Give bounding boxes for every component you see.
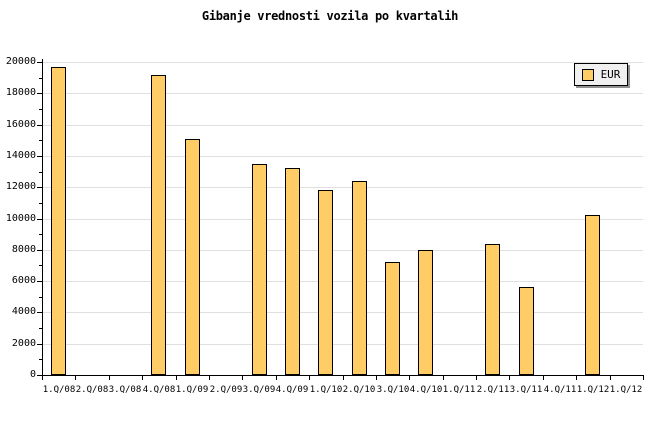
y-axis-major-tick: [37, 219, 42, 220]
x-axis-tick: [309, 375, 310, 380]
bar-1.Q/10[interactable]: [318, 190, 333, 375]
x-axis-tick: [242, 375, 243, 380]
x-axis-tick-label: 3.Q/11: [509, 385, 543, 395]
x-axis-tick: [75, 375, 76, 380]
bar-2.Q/10[interactable]: [352, 181, 367, 375]
y-axis-major-tick: [37, 312, 42, 313]
x-axis-tick: [276, 375, 277, 380]
bar-1.Q/09[interactable]: [185, 139, 200, 375]
legend-label: EUR: [600, 67, 621, 81]
bar-3.Q/11[interactable]: [519, 287, 534, 375]
chart-title: Gibanje vrednosti vozila po kvartalih: [201, 9, 459, 23]
x-axis-tick: [142, 375, 143, 380]
x-axis-tick-label: 2.Q/09: [209, 385, 243, 395]
x-axis-line: [42, 375, 644, 376]
y-axis-tick-label: 12000: [5, 181, 36, 192]
x-axis-tick-label: 1.Q/11: [442, 385, 476, 395]
gridline-20000: [42, 62, 643, 63]
y-axis-major-tick: [37, 281, 42, 282]
y-axis-minor-tick: [39, 172, 42, 173]
y-axis-major-tick: [37, 62, 42, 63]
y-axis-tick-label: 4000: [11, 306, 36, 317]
x-axis-tick: [176, 375, 177, 380]
gridline-14000: [42, 156, 643, 157]
x-axis-tick: [476, 375, 477, 380]
x-axis-tick: [42, 375, 43, 380]
y-axis-tick-label: 2000: [11, 338, 36, 349]
x-axis-tick-label: 2.Q/10: [342, 385, 376, 395]
y-axis-minor-tick: [39, 328, 42, 329]
y-axis-tick-label: 16000: [5, 119, 36, 130]
x-axis-tick-label: 1.Q/12: [609, 385, 643, 395]
x-axis-tick: [643, 375, 644, 380]
x-axis-tick-label: 2.Q/11: [476, 385, 510, 395]
x-axis-tick-label: 3.Q/08: [108, 385, 142, 395]
x-axis-tick-label: 1.Q/09: [175, 385, 209, 395]
y-axis-major-tick: [37, 93, 42, 94]
legend-box[interactable]: EUR: [574, 63, 628, 86]
x-axis-tick-label: 3.Q/10: [376, 385, 410, 395]
x-axis-tick-label: 4.Q/10: [409, 385, 443, 395]
bar-3.Q/10[interactable]: [385, 262, 400, 375]
x-axis-tick: [443, 375, 444, 380]
y-axis-minor-tick: [39, 109, 42, 110]
y-axis-minor-tick: [39, 234, 42, 235]
gridline-4000: [42, 312, 643, 313]
x-axis-tick-label: 1.Q/10: [309, 385, 343, 395]
gridline-6000: [42, 281, 643, 282]
bar-1.Q/12[interactable]: [585, 215, 600, 375]
y-axis-tick-label: 10000: [5, 213, 36, 224]
x-axis-tick: [576, 375, 577, 380]
y-axis-tick-label: 18000: [5, 87, 36, 98]
y-axis-major-tick: [37, 187, 42, 188]
x-axis-tick: [109, 375, 110, 380]
x-axis-tick-label: 3.Q/09: [242, 385, 276, 395]
y-axis-tick-label: 14000: [5, 150, 36, 161]
gridline-10000: [42, 219, 643, 220]
y-axis-major-tick: [37, 156, 42, 157]
x-axis-tick: [543, 375, 544, 380]
x-axis-tick: [509, 375, 510, 380]
gridline-18000: [42, 93, 643, 94]
x-axis-tick-label: 1.Q/12: [576, 385, 610, 395]
x-axis-tick: [610, 375, 611, 380]
gridline-8000: [42, 250, 643, 251]
y-axis-minor-tick: [39, 78, 42, 79]
x-axis-tick: [409, 375, 410, 380]
bar-1.Q/08[interactable]: [51, 67, 66, 375]
x-axis-tick-label: 4.Q/08: [142, 385, 176, 395]
y-axis-minor-tick: [39, 265, 42, 266]
y-axis-tick-label: 20000: [5, 56, 36, 67]
y-axis-tick-label: 8000: [11, 244, 36, 255]
y-axis-tick-label: 6000: [11, 275, 36, 286]
x-axis-tick: [376, 375, 377, 380]
x-axis-tick-label: 2.Q/08: [75, 385, 109, 395]
gridline-2000: [42, 344, 643, 345]
bar-4.Q/08[interactable]: [151, 75, 166, 375]
bar-2.Q/11[interactable]: [485, 244, 500, 375]
y-axis-minor-tick: [39, 203, 42, 204]
y-axis-line: [42, 59, 43, 376]
y-axis-minor-tick: [39, 140, 42, 141]
x-axis-tick: [209, 375, 210, 380]
bar-4.Q/09[interactable]: [285, 168, 300, 375]
x-axis-tick-label: 1.Q/08: [42, 385, 76, 395]
x-axis-tick-label: 4.Q/09: [275, 385, 309, 395]
bar-3.Q/09[interactable]: [252, 164, 267, 375]
x-axis-tick: [343, 375, 344, 380]
y-axis-minor-tick: [39, 297, 42, 298]
y-axis-major-tick: [37, 375, 42, 376]
y-axis-minor-tick: [39, 359, 42, 360]
y-axis-tick-label: 0: [29, 369, 36, 380]
x-axis-tick-label: 4.Q/11: [543, 385, 577, 395]
gridline-12000: [42, 187, 643, 188]
gridline-16000: [42, 125, 643, 126]
y-axis-major-tick: [37, 250, 42, 251]
y-axis-major-tick: [37, 344, 42, 345]
y-axis-major-tick: [37, 125, 42, 126]
bar-4.Q/10[interactable]: [418, 250, 433, 375]
legend-swatch-eur: [581, 68, 594, 81]
